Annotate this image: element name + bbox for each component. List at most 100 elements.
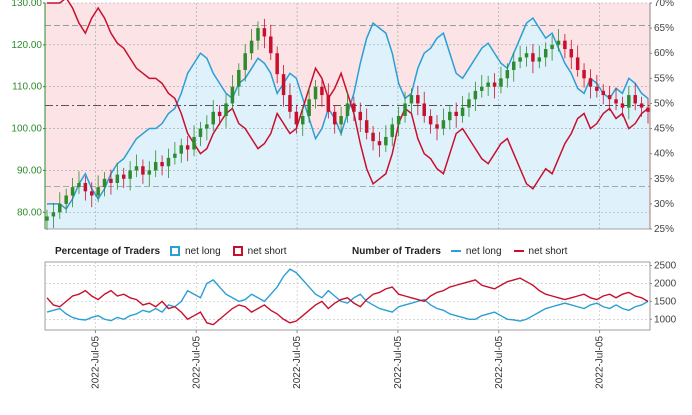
candle-body xyxy=(377,141,382,146)
candle-body xyxy=(51,212,56,217)
percentage-tick-label: 25% xyxy=(654,224,674,235)
candle-body xyxy=(198,128,203,137)
candle-body xyxy=(102,178,107,188)
candle-body xyxy=(364,120,369,133)
long-area-fill xyxy=(47,18,648,230)
candle-body xyxy=(460,107,465,116)
candle-body xyxy=(313,86,318,100)
candle-body xyxy=(269,36,273,54)
candle-body xyxy=(128,170,132,179)
candle-body xyxy=(121,174,126,179)
candle-body xyxy=(575,57,580,70)
candle-body xyxy=(166,157,171,167)
net-short-line-swatch xyxy=(513,250,524,252)
x-tick-label: 2022-Jul-05 xyxy=(494,336,505,389)
candle-body xyxy=(109,178,113,183)
candle-body xyxy=(518,57,522,62)
price-tick-label: 100.00 xyxy=(11,124,42,135)
candle-body xyxy=(480,86,484,91)
traders-chart: 2022-Jul-05 2022-Jul-05 2022-Jul-05 2022-Ju… xyxy=(44,261,677,389)
candle-body xyxy=(531,53,535,62)
candle-body xyxy=(185,145,190,150)
candle-body xyxy=(563,40,567,50)
candle-body xyxy=(614,99,618,104)
candle-body xyxy=(511,61,516,70)
candle-body xyxy=(492,82,497,87)
candle-body xyxy=(416,95,420,104)
candle-body xyxy=(435,124,439,129)
candle-body xyxy=(569,49,574,58)
candle-body xyxy=(595,86,599,91)
legend-label-pct-net-short: net short xyxy=(247,245,287,257)
percentage-tick-label: 35% xyxy=(654,174,674,185)
candle-body xyxy=(582,69,586,79)
percentage-tick-label: 70% xyxy=(654,0,674,9)
candle-body xyxy=(217,111,222,116)
candle-body xyxy=(441,120,446,129)
candle-body xyxy=(358,111,363,121)
net-long-count-line xyxy=(46,268,649,322)
traders-tick-label: 1000 xyxy=(654,314,677,325)
candle-body xyxy=(90,191,94,196)
candle-body xyxy=(396,116,401,125)
candle-body xyxy=(83,182,88,192)
x-tick-label: 2022-Jul-05 xyxy=(393,336,404,389)
candle-body xyxy=(96,187,100,196)
candle-body xyxy=(448,111,452,121)
x-tick-label: 2022-Jul-05 xyxy=(292,336,303,389)
traders-plot-area xyxy=(44,261,651,331)
candle-body xyxy=(275,53,279,75)
candle-body xyxy=(422,103,426,116)
candle-body xyxy=(256,28,260,41)
net-short-box-swatch xyxy=(232,246,243,256)
price-tick-label: 130.00 xyxy=(11,0,42,9)
candle-body xyxy=(588,78,593,87)
candle-body xyxy=(115,174,120,183)
legend-label-pct-net-long: net long xyxy=(185,245,221,257)
candle-body xyxy=(467,99,471,108)
candle-body xyxy=(607,95,612,100)
candle-body xyxy=(326,95,331,112)
candle-body xyxy=(646,107,650,112)
candle-body xyxy=(332,111,337,125)
traders-tick-label: 2000 xyxy=(654,278,677,289)
candle-body xyxy=(409,95,414,104)
x-tick-label: 2022-Jul-05 xyxy=(595,336,606,389)
candle-body xyxy=(543,49,548,58)
candle-body xyxy=(620,103,625,108)
candle-body xyxy=(45,216,49,221)
candle-body xyxy=(633,95,637,104)
candle-body xyxy=(58,203,62,213)
traders-tick-label: 1500 xyxy=(654,296,677,307)
candle-body xyxy=(339,116,343,125)
number-legend: Number of Traders net long net short xyxy=(352,242,579,260)
price-tick-label: 80.00 xyxy=(17,207,42,218)
candle-body xyxy=(454,111,458,116)
candle-body xyxy=(537,57,542,62)
candle-body xyxy=(390,124,395,137)
candle-body xyxy=(601,90,605,96)
candle-body xyxy=(192,136,196,150)
number-legend-title: Number of Traders xyxy=(352,245,441,257)
net-long-line-swatch xyxy=(450,250,461,252)
candle-body xyxy=(237,69,241,87)
candle-body xyxy=(173,153,177,158)
candle-body xyxy=(147,170,152,175)
traders-tick-label: 2500 xyxy=(654,261,677,272)
legend-item-pct-net-long: net long xyxy=(170,246,221,257)
candle-body xyxy=(224,103,228,116)
percentage-tick-label: 55% xyxy=(654,73,674,84)
candle-body xyxy=(249,40,254,54)
candle-body xyxy=(524,53,529,58)
candle-body xyxy=(77,182,81,188)
percentage-tick-label: 60% xyxy=(654,48,674,59)
candle-body xyxy=(550,44,554,50)
percentage-tick-label: 45% xyxy=(654,124,674,135)
percentage-tick-label: 30% xyxy=(654,199,674,210)
candle-body xyxy=(294,111,299,125)
price-tick-label: 120.00 xyxy=(11,40,42,51)
x-tick-label: 2022-Jul-05 xyxy=(90,336,101,389)
candle-body xyxy=(262,28,267,37)
percentage-tick-label: 50% xyxy=(654,98,674,109)
